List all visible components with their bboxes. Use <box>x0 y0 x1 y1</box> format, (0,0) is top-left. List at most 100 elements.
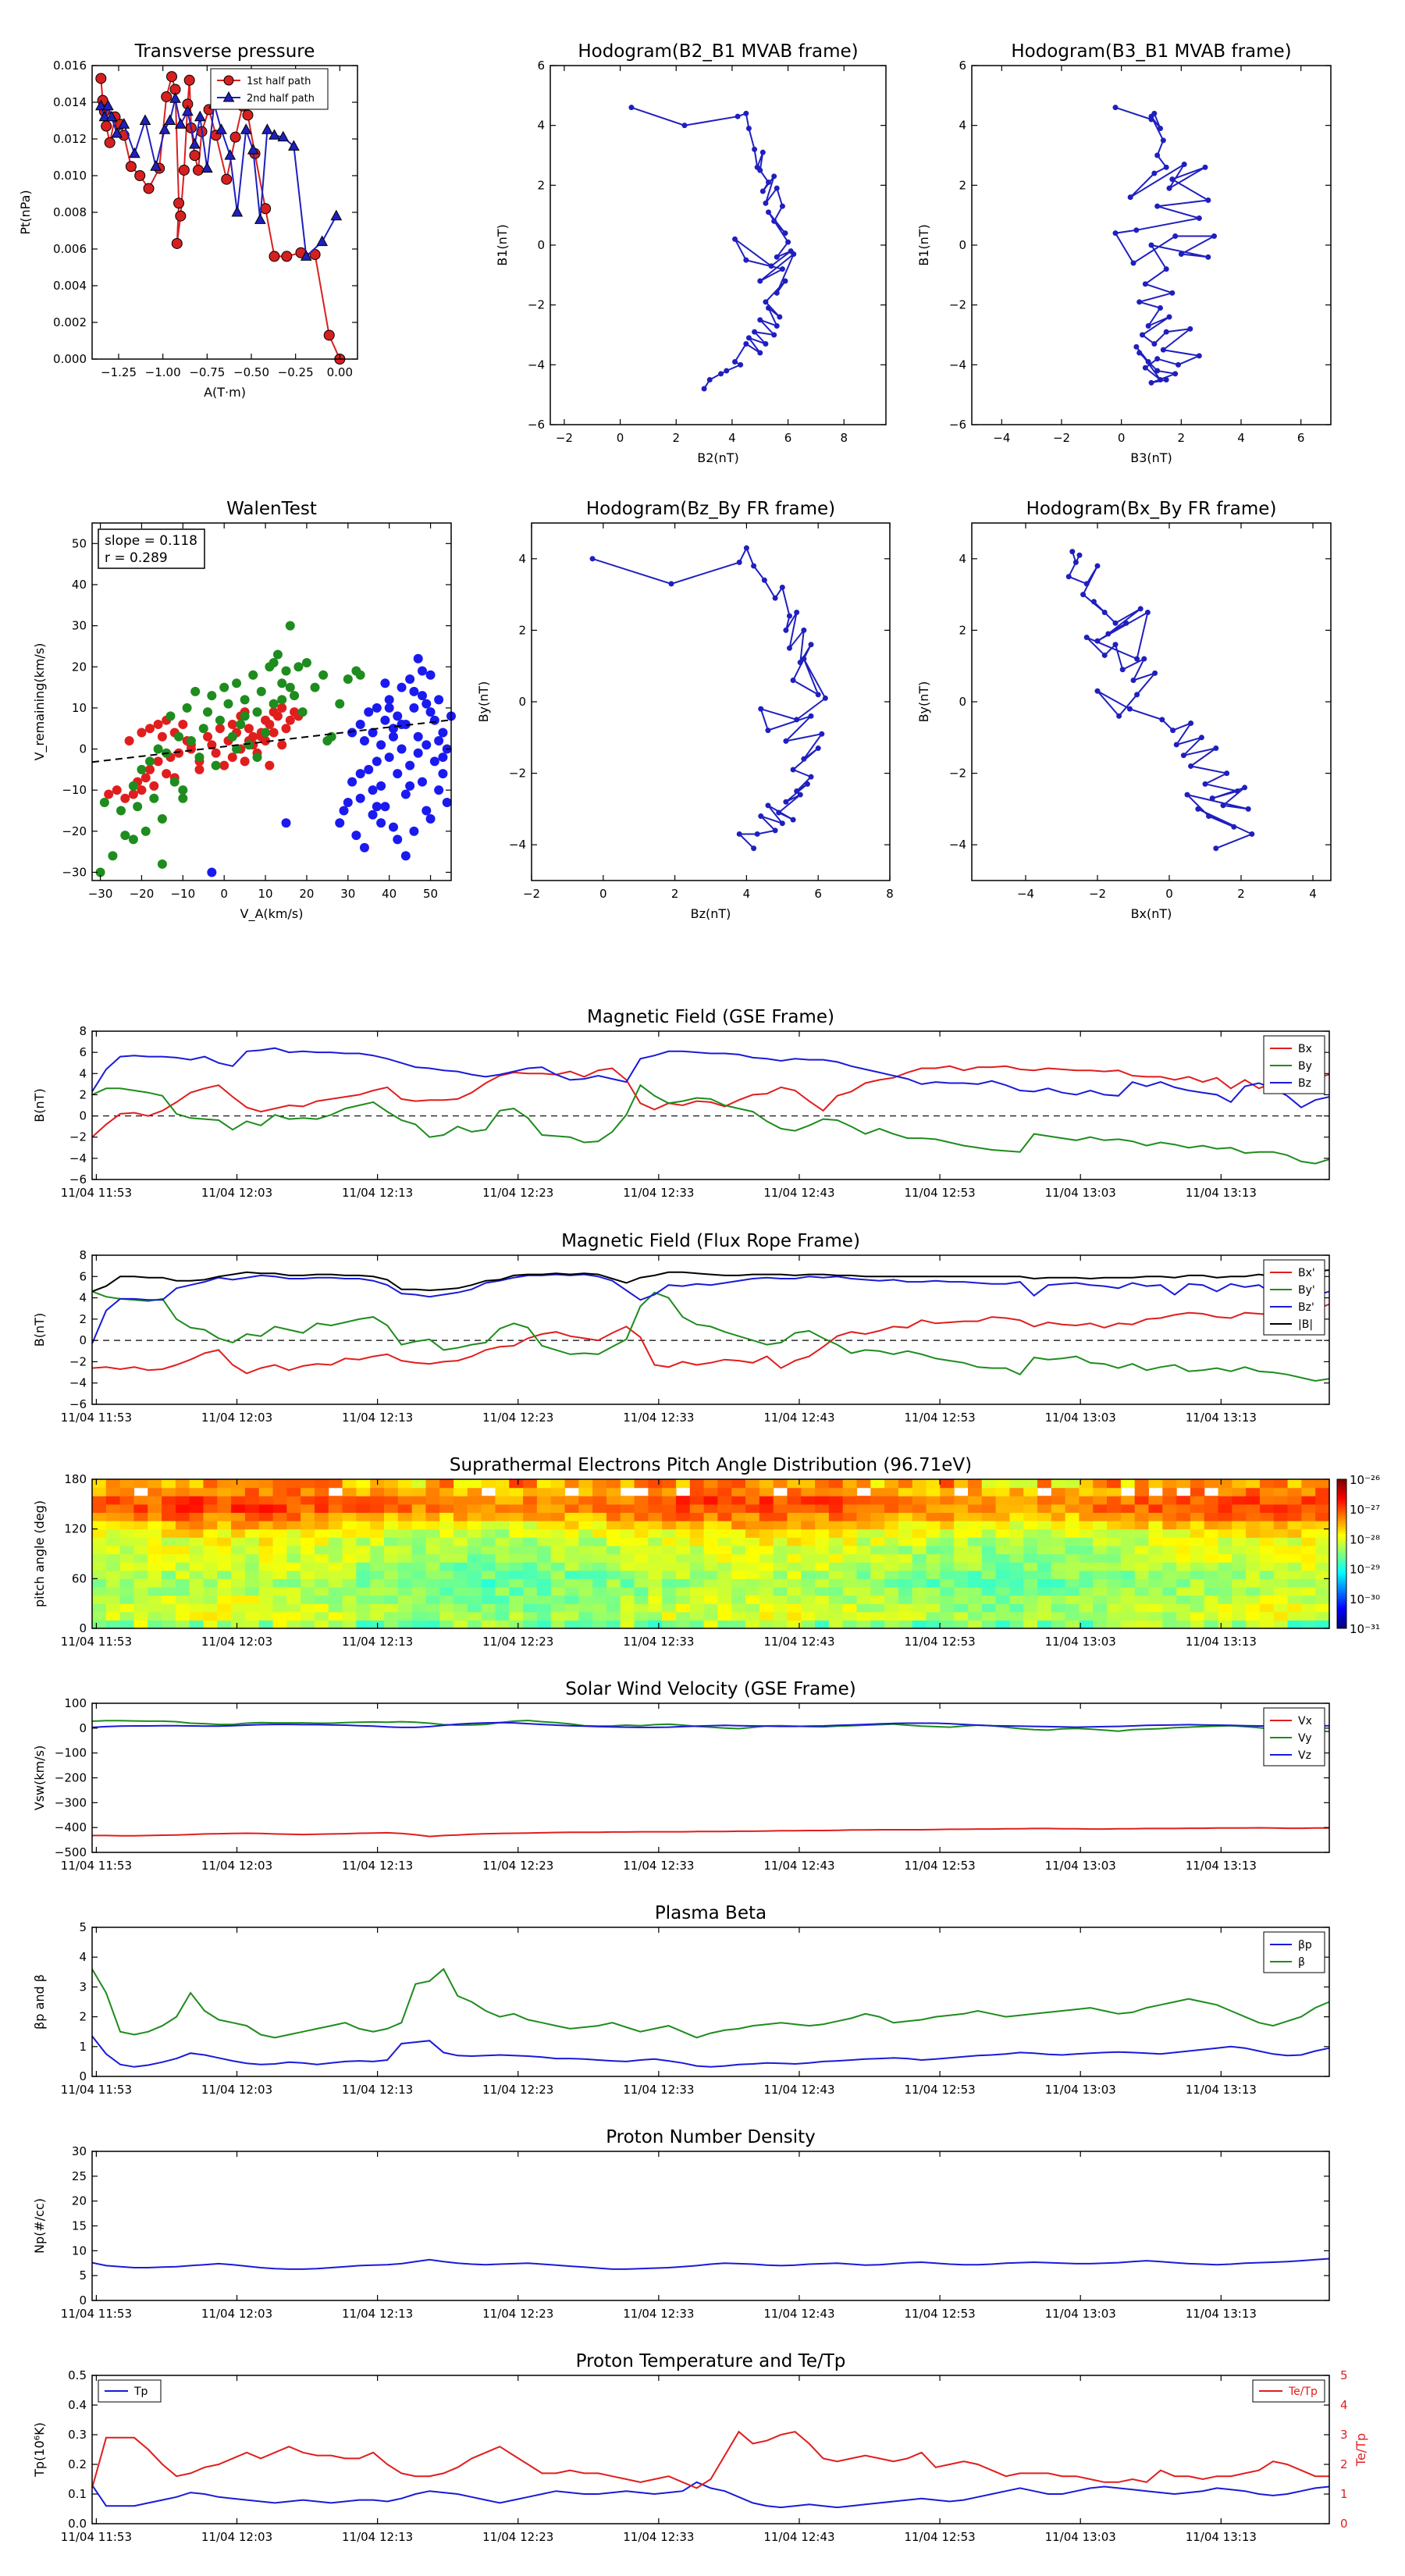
data-point <box>425 707 436 717</box>
heatmap-cell <box>1009 1479 1024 1489</box>
heatmap-cell <box>578 1562 593 1571</box>
heatmap-cell <box>1232 1496 1247 1505</box>
series-line <box>92 1827 1329 1838</box>
heatmap-cell <box>1204 1578 1219 1588</box>
data-point <box>1127 194 1133 201</box>
heatmap-cell <box>162 1553 176 1563</box>
heatmap-cell <box>967 1496 983 1505</box>
heatmap-cell <box>1232 1586 1247 1596</box>
data-point <box>393 834 403 845</box>
heatmap-cell <box>105 1553 121 1563</box>
data-point <box>1144 610 1151 615</box>
heatmap-cell <box>342 1503 357 1514</box>
data-point <box>111 126 123 138</box>
heatmap-cell <box>481 1570 496 1579</box>
data-point <box>1065 574 1072 580</box>
heatmap-cell <box>1315 1620 1330 1629</box>
heatmap-cell <box>1051 1512 1066 1521</box>
data-point <box>1137 606 1144 612</box>
data-point <box>724 368 730 374</box>
heatmap-cell <box>175 1586 190 1596</box>
x-tick-label: 11/04 13:13 <box>1186 2530 1257 2544</box>
heatmap-cell <box>523 1512 538 1521</box>
heatmap-cell <box>967 1562 983 1571</box>
heatmap-cell <box>425 1479 440 1489</box>
heatmap-cell <box>342 1521 357 1530</box>
heatmap-cell <box>439 1611 454 1621</box>
heatmap-cell <box>981 1611 997 1621</box>
heatmap-cell <box>856 1578 871 1588</box>
heatmap-cell <box>536 1521 552 1530</box>
data-point <box>743 257 749 263</box>
heatmap-cell <box>1190 1562 1205 1571</box>
data-point <box>285 682 295 692</box>
heatmap-cell <box>1301 1578 1316 1588</box>
heatmap-cell <box>411 1553 427 1563</box>
heatmap-cell <box>592 1611 607 1621</box>
heatmap-cell <box>1093 1537 1108 1546</box>
heatmap-cell <box>244 1503 260 1514</box>
heatmap-cell <box>356 1487 371 1496</box>
y-tick-label: 0.016 <box>53 59 87 73</box>
data-point <box>735 113 741 119</box>
heatmap-cell <box>1246 1595 1261 1604</box>
heatmap-cell <box>1176 1545 1191 1555</box>
heatmap-cell <box>787 1595 802 1604</box>
x-tick-label: 11/04 12:23 <box>482 1411 553 1425</box>
heatmap-cell <box>411 1521 427 1530</box>
heatmap-cell <box>787 1603 802 1613</box>
heatmap-cell <box>1315 1586 1330 1596</box>
data-point <box>797 792 803 798</box>
heatmap-cell <box>133 1586 148 1596</box>
heatmap-cell <box>1023 1562 1038 1571</box>
heatmap-cell <box>689 1503 705 1514</box>
heatmap-cell <box>523 1528 538 1538</box>
heatmap-cell <box>675 1553 691 1563</box>
heatmap-cell <box>1051 1521 1066 1530</box>
heatmap-cell <box>217 1487 232 1496</box>
heatmap-cell <box>495 1479 510 1489</box>
heatmap-cell <box>1204 1603 1219 1613</box>
heatmap-cell <box>495 1496 510 1505</box>
heatmap-cell <box>870 1487 885 1496</box>
heatmap-cell <box>1162 1595 1177 1604</box>
chart-title: Magnetic Field (GSE Frame) <box>587 1007 834 1027</box>
heatmap-cell <box>342 1578 357 1588</box>
series-line <box>91 1273 1330 1344</box>
heatmap-cell <box>301 1595 315 1604</box>
data-point <box>1142 365 1148 371</box>
heatmap-cell <box>967 1603 983 1613</box>
data-point <box>166 71 177 83</box>
heatmap-cell <box>912 1578 927 1588</box>
heatmap-cell <box>328 1503 343 1514</box>
heatmap-cell <box>995 1603 1010 1613</box>
heatmap-cell <box>564 1553 579 1563</box>
y-tick-label: −6 <box>69 1397 87 1411</box>
heatmap-cell <box>454 1578 468 1588</box>
heatmap-cell <box>1176 1578 1191 1588</box>
heatmap-cell <box>550 1595 566 1604</box>
heatmap-cell <box>481 1595 496 1604</box>
heatmap-cell <box>523 1595 538 1604</box>
heatmap-cell <box>926 1528 941 1538</box>
heatmap-cell <box>1148 1611 1163 1621</box>
heatmap-cell <box>578 1570 593 1579</box>
heatmap-cell <box>119 1620 135 1629</box>
heatmap-cell <box>1204 1521 1219 1530</box>
heatmap-cell <box>912 1562 927 1571</box>
heatmap-cell <box>1204 1586 1219 1596</box>
data-point <box>1083 635 1090 641</box>
data-point <box>743 545 749 551</box>
heatmap-cell <box>1120 1586 1136 1596</box>
data-point <box>1133 227 1140 233</box>
heatmap-cell <box>1218 1586 1232 1596</box>
heatmap-cell <box>1204 1537 1219 1546</box>
heatmap-cell <box>578 1545 593 1555</box>
heatmap-cell <box>203 1537 218 1546</box>
heatmap-cell <box>203 1545 218 1555</box>
heatmap-cell <box>342 1586 357 1596</box>
data-point <box>1213 845 1219 852</box>
heatmap-cell <box>884 1595 899 1604</box>
heatmap-cell <box>773 1603 788 1613</box>
heatmap-cell <box>675 1562 691 1571</box>
